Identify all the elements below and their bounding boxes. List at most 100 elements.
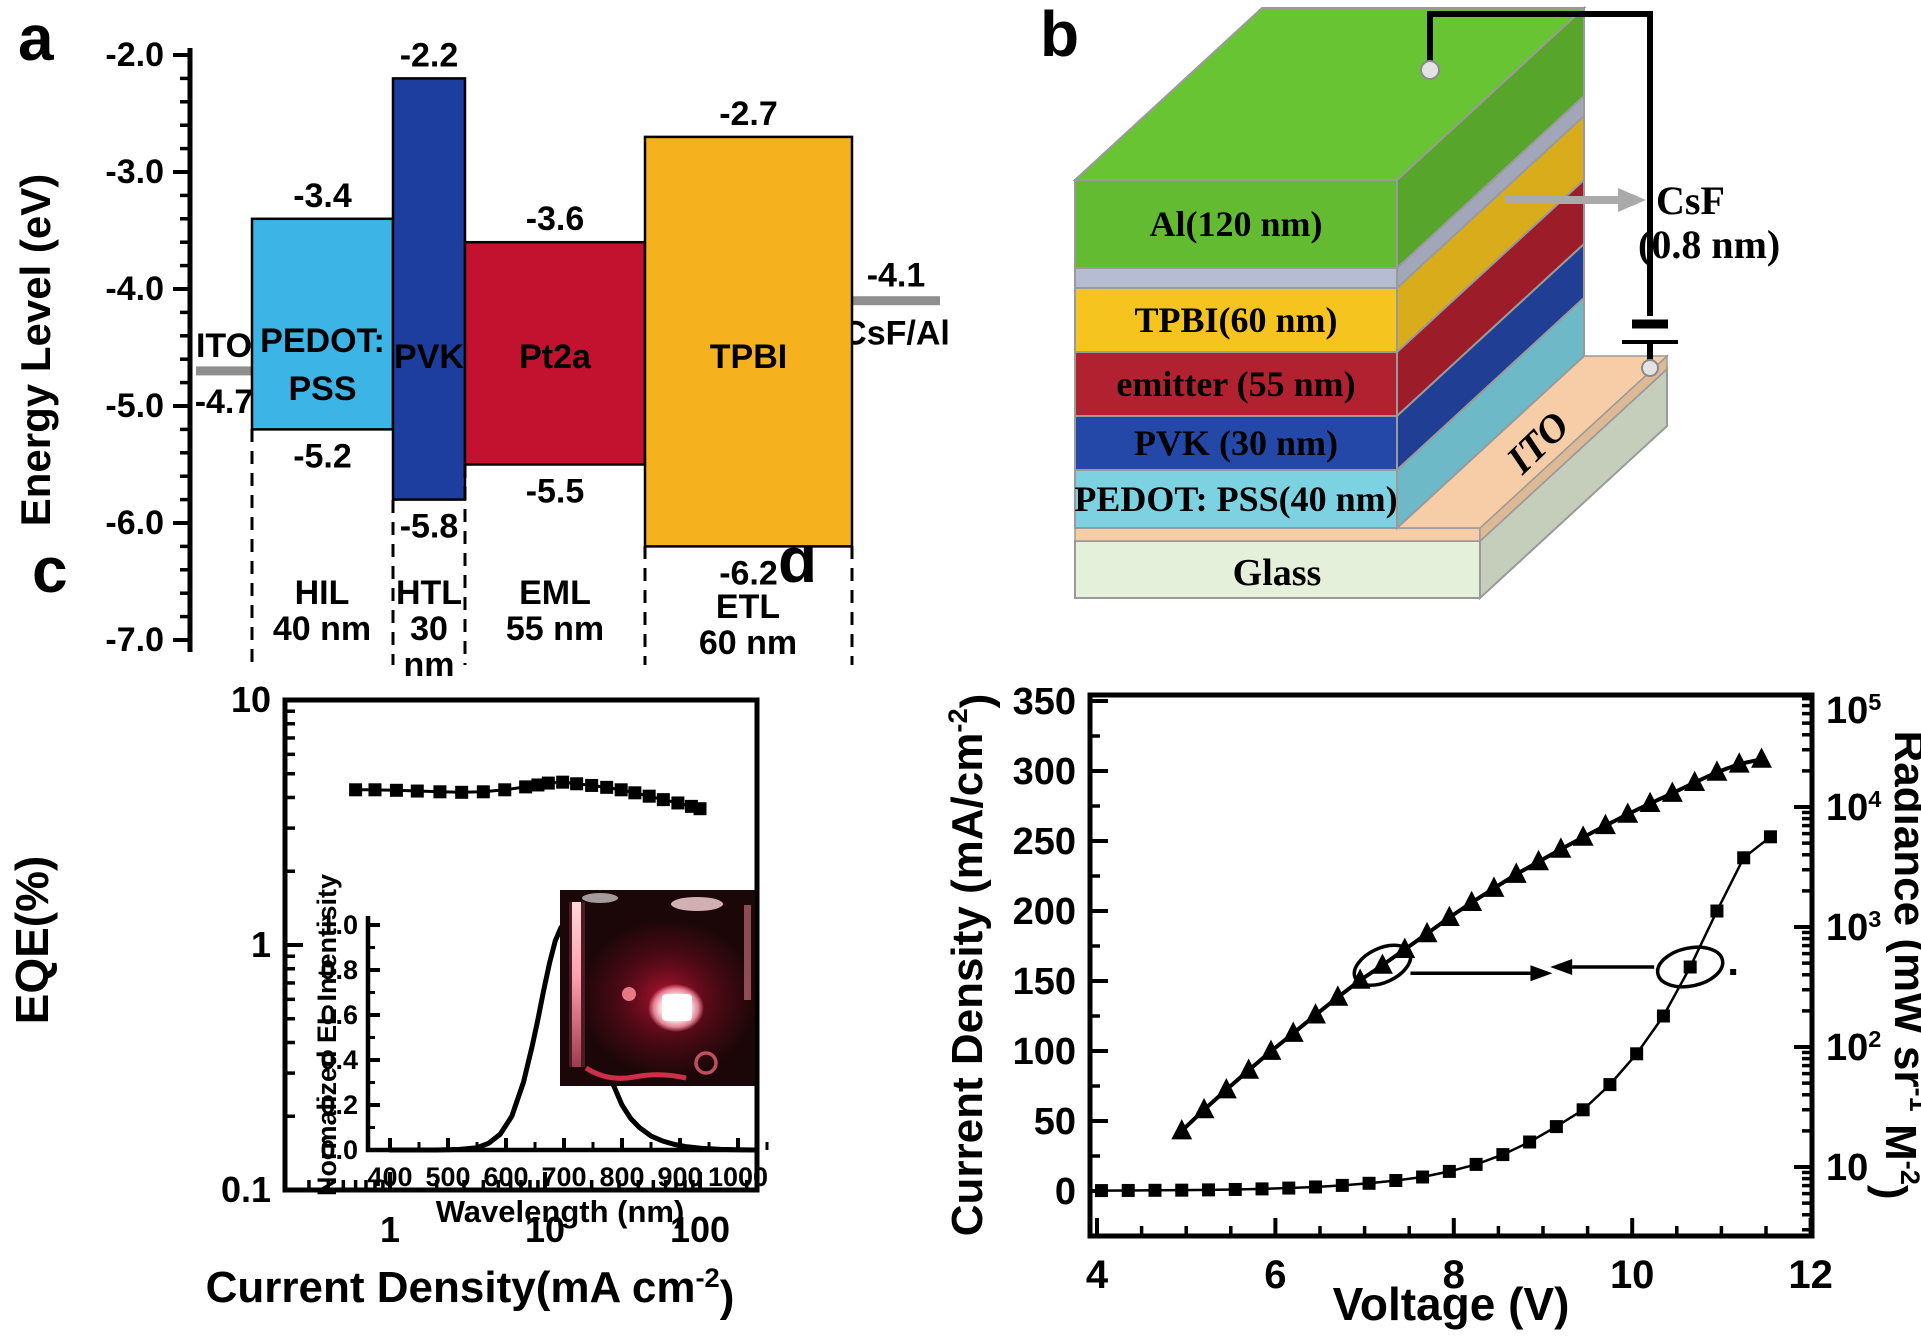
radiance-point (1483, 876, 1505, 897)
eqe-point (531, 778, 545, 792)
layer-label: TPBI(60 nm) (1134, 300, 1337, 340)
homo-label: -5.8 (400, 508, 459, 546)
current-density-point (1175, 1183, 1189, 1197)
radiance-point (1305, 1003, 1326, 1024)
d-right-tick-label: 104 (1826, 786, 1881, 829)
radiance-point (1728, 752, 1750, 773)
eqe-point (642, 789, 656, 803)
layer-front-Al(120 nm) (1074, 179, 1398, 269)
energy-bar (250, 217, 395, 431)
eqe-point (455, 785, 469, 799)
current-density-point (1228, 1182, 1242, 1196)
electrode-name: CsF/Al (842, 315, 950, 353)
current-density-point (1737, 851, 1751, 865)
photo-top-streak (671, 897, 723, 911)
photo-bright-strip (572, 902, 581, 1067)
radiance-point (1661, 781, 1683, 802)
inset-x-axis-title: Wavelength (nm) (436, 1194, 685, 1229)
current-density-point (1389, 1174, 1403, 1187)
panel-d-jv-plot: 0 50 100 150 200 250 300 350 10 102 103 104 105 4 6 8 10… (942, 681, 1921, 1330)
radiance-ellipse-annotation (1352, 943, 1413, 987)
inset-x-tick-label: 600 (483, 1162, 528, 1192)
eqe-point (541, 776, 555, 790)
a-tick-label: -5.0 (105, 387, 164, 425)
layer-label: emitter (55 nm) (1116, 364, 1355, 404)
a-layer-bar-pt2a: -3.6 -5.5 Pt2a (463, 200, 647, 511)
radiance-point (1416, 921, 1438, 943)
energy-bar (463, 240, 647, 466)
photo-reflection-dot (622, 987, 636, 1001)
a-tick-label: -3.0 (105, 153, 164, 191)
current-density-point (1416, 1170, 1430, 1184)
inset-y-axis-title: Normalized EL Intentisity (312, 874, 342, 1196)
eqe-point (628, 786, 642, 800)
a-tick-label: -6.0 (105, 504, 164, 542)
eqe-point (585, 778, 599, 792)
layer-label: PVK (30 nm) (1134, 423, 1338, 463)
radiance-point (1371, 953, 1393, 974)
radiance-point (1260, 1039, 1282, 1060)
d-x-axis-title: Voltage (V) (1333, 1278, 1570, 1330)
d-x-tick-label: 10 (1610, 1253, 1655, 1297)
radiance-point (1461, 890, 1483, 912)
layer-name: PSS (288, 370, 356, 408)
d-left-tick-label: 50 (1034, 1101, 1076, 1143)
c-x-tick-label: 1 (380, 1209, 400, 1250)
radiance-point (1238, 1058, 1260, 1079)
a-region-label: ETL (716, 588, 780, 626)
c-axis-ticks: 10 1 0.1 1 10 100 (221, 679, 749, 1250)
eqe-point (368, 783, 382, 797)
a-layer-bar-tpbi: -2.7 -6.2 TPBI (643, 95, 854, 592)
electrode-level-label: -4.7 (195, 383, 254, 421)
eqe-point (519, 780, 533, 794)
inset-y-tick-label: 0.6 (320, 1000, 358, 1030)
radiance-point (1684, 770, 1706, 792)
photo-emitting-pixel (662, 994, 692, 1021)
current-density-point (1202, 1183, 1215, 1197)
a-layer-bar-pedotpss: -3.4 -5.2 PEDOT: PSS (250, 177, 395, 475)
d-x-tick-label: 4 (1086, 1253, 1109, 1297)
a-region-label: 40 nm (273, 610, 371, 648)
glass-label: Glass (1233, 552, 1322, 594)
eqe-point (349, 783, 363, 797)
photo-red-squiggle (584, 1065, 687, 1081)
radiance-series-line (1180, 757, 1762, 1133)
current-density-point (1335, 1178, 1349, 1192)
panel-b-letter: b (1040, 0, 1080, 70)
inset-y-tick-label: 0.0 (320, 1135, 358, 1165)
panel-a-energy-diagram: -2.0 -3.0 -4.0 -5.0 -6.0 -7.0 Energy Level (eV… (12, 36, 950, 684)
radiance-point (1215, 1078, 1237, 1099)
current-density-point (1630, 1047, 1644, 1061)
electrode-level-label: -4.1 (867, 257, 926, 295)
layer-label: PEDOT: PSS(40 nm) (1074, 479, 1397, 519)
current-density-series-line (1101, 835, 1772, 1192)
contact-sphere-top (1420, 60, 1440, 80)
radiance-point (1282, 1021, 1304, 1042)
eqe-series-line (355, 780, 701, 811)
a-region-label: nm (404, 646, 455, 684)
inset-y-tick-label: 0.4 (320, 1045, 358, 1075)
current-density-point (1121, 1183, 1135, 1197)
eqe-point (693, 802, 707, 816)
d-right-tick-label: 102 (1826, 1026, 1881, 1069)
eqe-point (600, 780, 614, 794)
current-density-point (1523, 1135, 1537, 1149)
electrode-level-line (852, 296, 940, 306)
eqe-point (476, 785, 490, 799)
b-circuit: CsF(0.8 nm) (1420, 11, 1780, 377)
d-x-tick-label: 12 (1788, 1253, 1833, 1297)
eqe-point (556, 775, 570, 789)
panel-c-letter: c (32, 534, 68, 606)
current-density-point (1656, 1009, 1670, 1023)
layer-front-csf (1074, 267, 1398, 289)
inset-x-tick-label: 900 (657, 1162, 702, 1192)
radiance-point (1572, 825, 1594, 846)
a-region-label: HIL (295, 574, 350, 612)
panel-c-eqe-plot: 10 1 0.1 1 10 100 EQE(%) Current Density(mA cm-… (6, 679, 769, 1321)
photo-red-squiggle (694, 1051, 718, 1075)
a-tick-label: -7.0 (105, 621, 164, 659)
radiance-arrow-head (1530, 965, 1553, 982)
current-density-point (1496, 1148, 1510, 1162)
glass-front (1074, 540, 1481, 599)
